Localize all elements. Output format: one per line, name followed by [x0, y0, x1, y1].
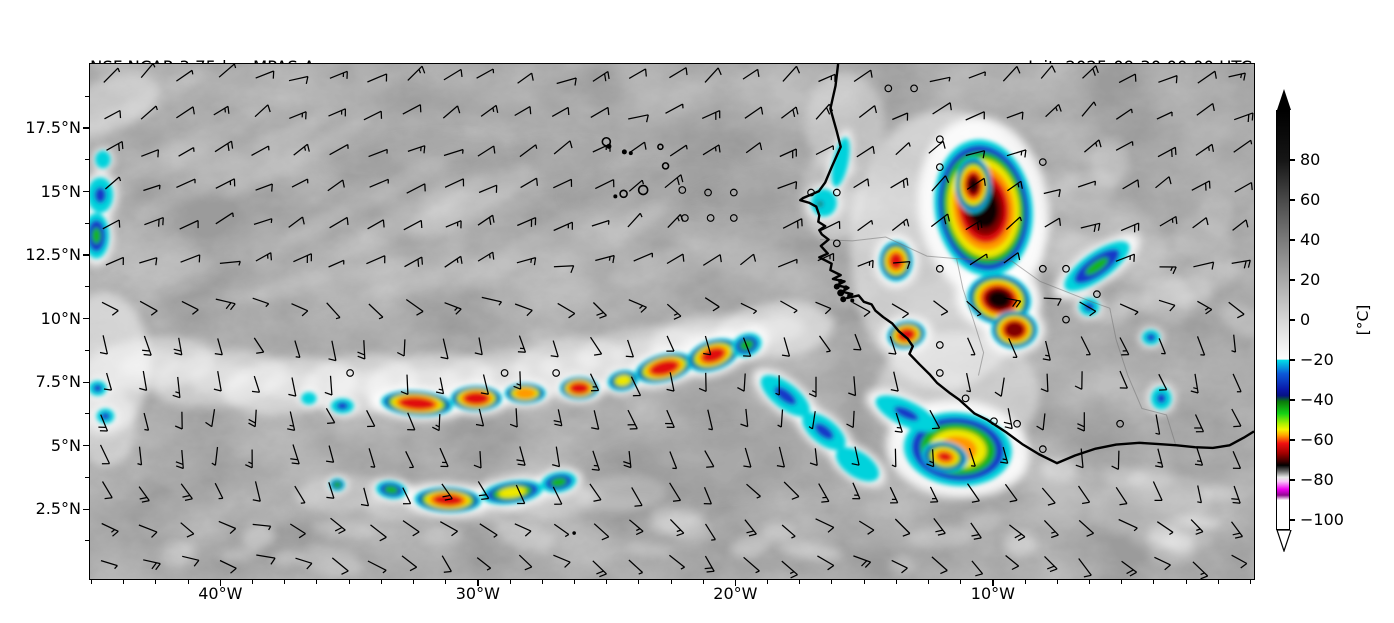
lat-tick-label: 15°N — [40, 181, 81, 201]
colorbar-extend-min-arrow — [1276, 530, 1292, 552]
colorbar-tick-label: −40 — [1300, 390, 1334, 409]
colorbar-tick-label: −20 — [1300, 350, 1334, 369]
colorbar-gradient — [1276, 110, 1290, 530]
convection-cells — [90, 137, 1172, 513]
lon-tick-label: 30°W — [455, 584, 500, 603]
ir-satellite-map — [90, 64, 1254, 579]
colorbar-tick-label: 20 — [1300, 270, 1321, 289]
colorbar-extend-max-arrow — [1277, 89, 1291, 110]
colorbar-tick-label: −80 — [1300, 470, 1334, 489]
lat-tick-label: 5°N — [50, 435, 81, 455]
colorbar-tick-label: 60 — [1300, 190, 1321, 209]
africa-coastline — [799, 64, 1254, 465]
lon-tick-label: 20°W — [713, 584, 758, 603]
lon-tick-label: 40°W — [198, 584, 243, 603]
colorbar-tick-label: −100 — [1300, 510, 1344, 529]
calm-stations — [346, 84, 1124, 535]
map-plot-area — [89, 63, 1255, 580]
lon-tick-label: 10°W — [970, 584, 1015, 603]
lat-tick-label: 10°N — [40, 308, 81, 328]
colorbar-tick-label: 80 — [1300, 150, 1321, 169]
lat-tick-label: 2.5°N — [35, 499, 81, 519]
country-borders — [820, 236, 1176, 445]
lat-tick-label: 12.5°N — [25, 245, 81, 265]
colorbar-tick-label: −60 — [1300, 430, 1334, 449]
colorbar-tick-label: 40 — [1300, 230, 1321, 249]
colorbar-units-label: [°C] — [1354, 304, 1372, 336]
lat-tick-label: 17.5°N — [25, 118, 81, 138]
lat-tick-label: 7.5°N — [35, 372, 81, 392]
colorbar-tick-label: 0 — [1300, 310, 1311, 329]
wind-barbs — [98, 64, 1254, 579]
